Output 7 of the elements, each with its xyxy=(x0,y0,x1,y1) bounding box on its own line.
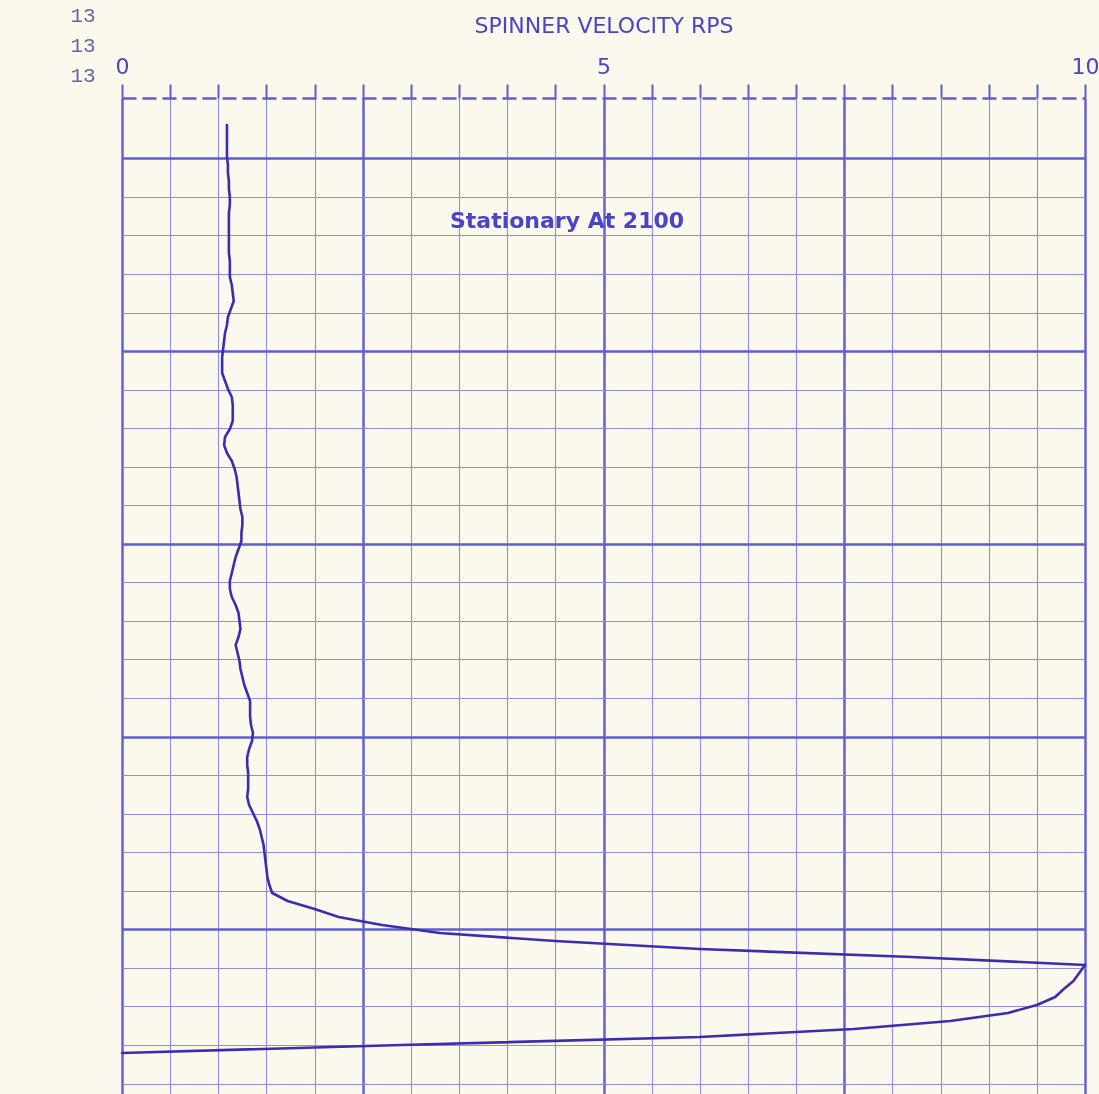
text: 13 xyxy=(70,5,96,28)
text: 13 xyxy=(70,65,96,88)
x-tick-label: 10 xyxy=(1071,53,1099,79)
x-tick-label: 5 xyxy=(597,53,611,79)
x-axis-title: SPINNER VELOCITY RPS xyxy=(474,12,734,38)
x-tick-label: 0 xyxy=(115,53,130,79)
text: 13 xyxy=(70,35,96,58)
